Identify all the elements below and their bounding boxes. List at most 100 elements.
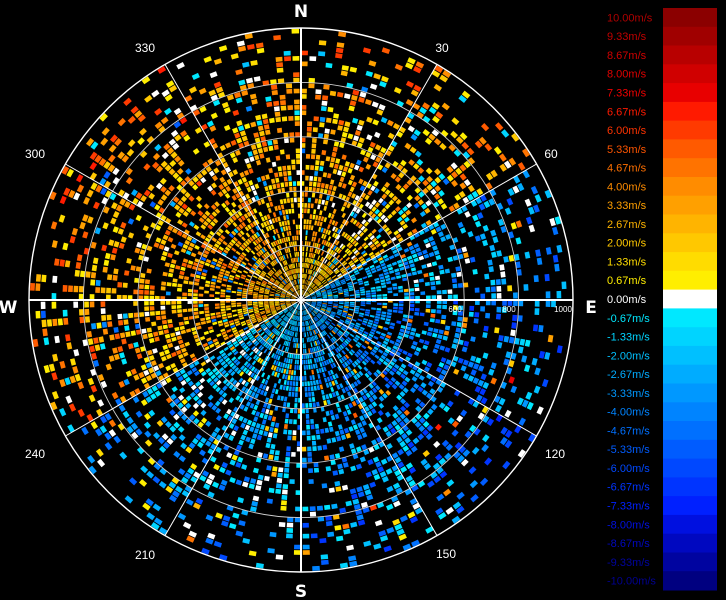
- velocity-gate: [311, 264, 314, 270]
- legend-label: -2.67m/s: [607, 369, 650, 381]
- velocity-gate: [454, 332, 460, 339]
- velocity-gate: [373, 346, 379, 351]
- velocity-gate: [226, 307, 231, 311]
- velocity-gate: [288, 290, 293, 294]
- velocity-gate: [170, 393, 177, 400]
- velocity-gate: [329, 263, 333, 268]
- velocity-gate: [176, 112, 185, 120]
- velocity-gate: [319, 210, 323, 216]
- velocity-gate: [203, 203, 210, 210]
- velocity-gate: [199, 475, 207, 482]
- velocity-gate: [284, 341, 288, 346]
- velocity-gate: [156, 419, 164, 427]
- velocity-gate: [346, 242, 351, 248]
- velocity-gate: [316, 368, 320, 374]
- velocity-gate: [148, 355, 155, 361]
- velocity-gate: [121, 358, 128, 365]
- velocity-gate: [152, 152, 161, 161]
- velocity-gate: [362, 388, 368, 394]
- velocity-gate: [143, 189, 151, 197]
- velocity-gate: [544, 352, 551, 360]
- velocity-gate: [444, 325, 451, 331]
- velocity-gate: [358, 349, 363, 354]
- velocity-gate: [447, 400, 454, 408]
- velocity-gate: [153, 331, 159, 337]
- velocity-gate: [374, 354, 380, 360]
- velocity-gate: [269, 304, 275, 307]
- velocity-gate: [176, 305, 182, 309]
- velocity-gate: [451, 272, 457, 278]
- velocity-gate: [236, 240, 242, 246]
- velocity-gate: [314, 309, 319, 313]
- velocity-gate: [248, 550, 257, 557]
- velocity-gate: [193, 334, 199, 339]
- velocity-gate: [283, 309, 288, 313]
- velocity-gate: [276, 183, 281, 189]
- velocity-gate: [304, 208, 307, 214]
- velocity-gate: [266, 403, 271, 409]
- velocity-gate: [226, 290, 231, 293]
- velocity-gate: [266, 286, 271, 289]
- velocity-gate: [377, 325, 383, 329]
- velocity-gate: [277, 337, 281, 343]
- velocity-gate: [286, 303, 291, 306]
- velocity-gate: [152, 348, 158, 354]
- velocity-gate: [238, 190, 245, 197]
- velocity-gate: [260, 331, 265, 336]
- velocity-gate: [317, 297, 322, 299]
- velocity-gate: [237, 289, 242, 292]
- range-label: 1000: [554, 305, 572, 314]
- velocity-gate: [352, 453, 359, 460]
- velocity-gate: [248, 307, 253, 310]
- velocity-gate: [200, 224, 207, 230]
- velocity-gate: [289, 307, 294, 311]
- velocity-gate: [359, 337, 365, 342]
- velocity-gate: [322, 264, 326, 269]
- velocity-gate: [347, 133, 354, 140]
- velocity-gate: [236, 226, 242, 232]
- legend-swatch: [663, 496, 717, 516]
- velocity-gate: [283, 379, 287, 385]
- velocity-gate: [64, 377, 71, 386]
- velocity-gate: [294, 115, 300, 121]
- velocity-gate: [243, 206, 249, 213]
- velocity-gate: [193, 418, 200, 425]
- velocity-gate: [95, 279, 101, 286]
- velocity-gate: [458, 339, 464, 346]
- velocity-gate: [301, 290, 303, 295]
- velocity-gate: [310, 364, 314, 370]
- velocity-gate: [341, 65, 349, 71]
- velocity-gate: [205, 280, 211, 284]
- velocity-gate: [276, 331, 280, 336]
- velocity-gate: [309, 306, 314, 309]
- velocity-gate: [453, 294, 458, 299]
- velocity-gate: [315, 429, 320, 435]
- velocity-gate: [438, 329, 444, 335]
- velocity-gate: [374, 208, 380, 215]
- velocity-gate: [499, 264, 505, 271]
- velocity-gate: [203, 355, 209, 361]
- velocity-gate: [294, 285, 297, 291]
- velocity-gate: [190, 273, 196, 278]
- velocity-gate: [396, 216, 403, 223]
- velocity-gate: [308, 241, 311, 247]
- velocity-gate: [214, 159, 222, 167]
- velocity-gate: [155, 224, 162, 231]
- velocity-gate: [129, 477, 138, 486]
- velocity-gate: [264, 308, 270, 311]
- velocity-gate: [344, 404, 350, 410]
- angle-tick-label: 150: [436, 547, 456, 561]
- velocity-gate: [214, 243, 220, 249]
- velocity-gate: [302, 290, 304, 295]
- velocity-gate: [323, 139, 329, 145]
- velocity-gate: [168, 138, 176, 146]
- velocity-gate: [261, 113, 268, 120]
- velocity-gate: [413, 350, 420, 357]
- velocity-gate: [120, 221, 127, 229]
- velocity-gate: [400, 253, 406, 259]
- velocity-gate: [325, 275, 330, 279]
- velocity-gate: [309, 56, 317, 62]
- velocity-gate: [209, 380, 215, 387]
- velocity-gate: [294, 326, 297, 332]
- velocity-gate: [181, 233, 188, 239]
